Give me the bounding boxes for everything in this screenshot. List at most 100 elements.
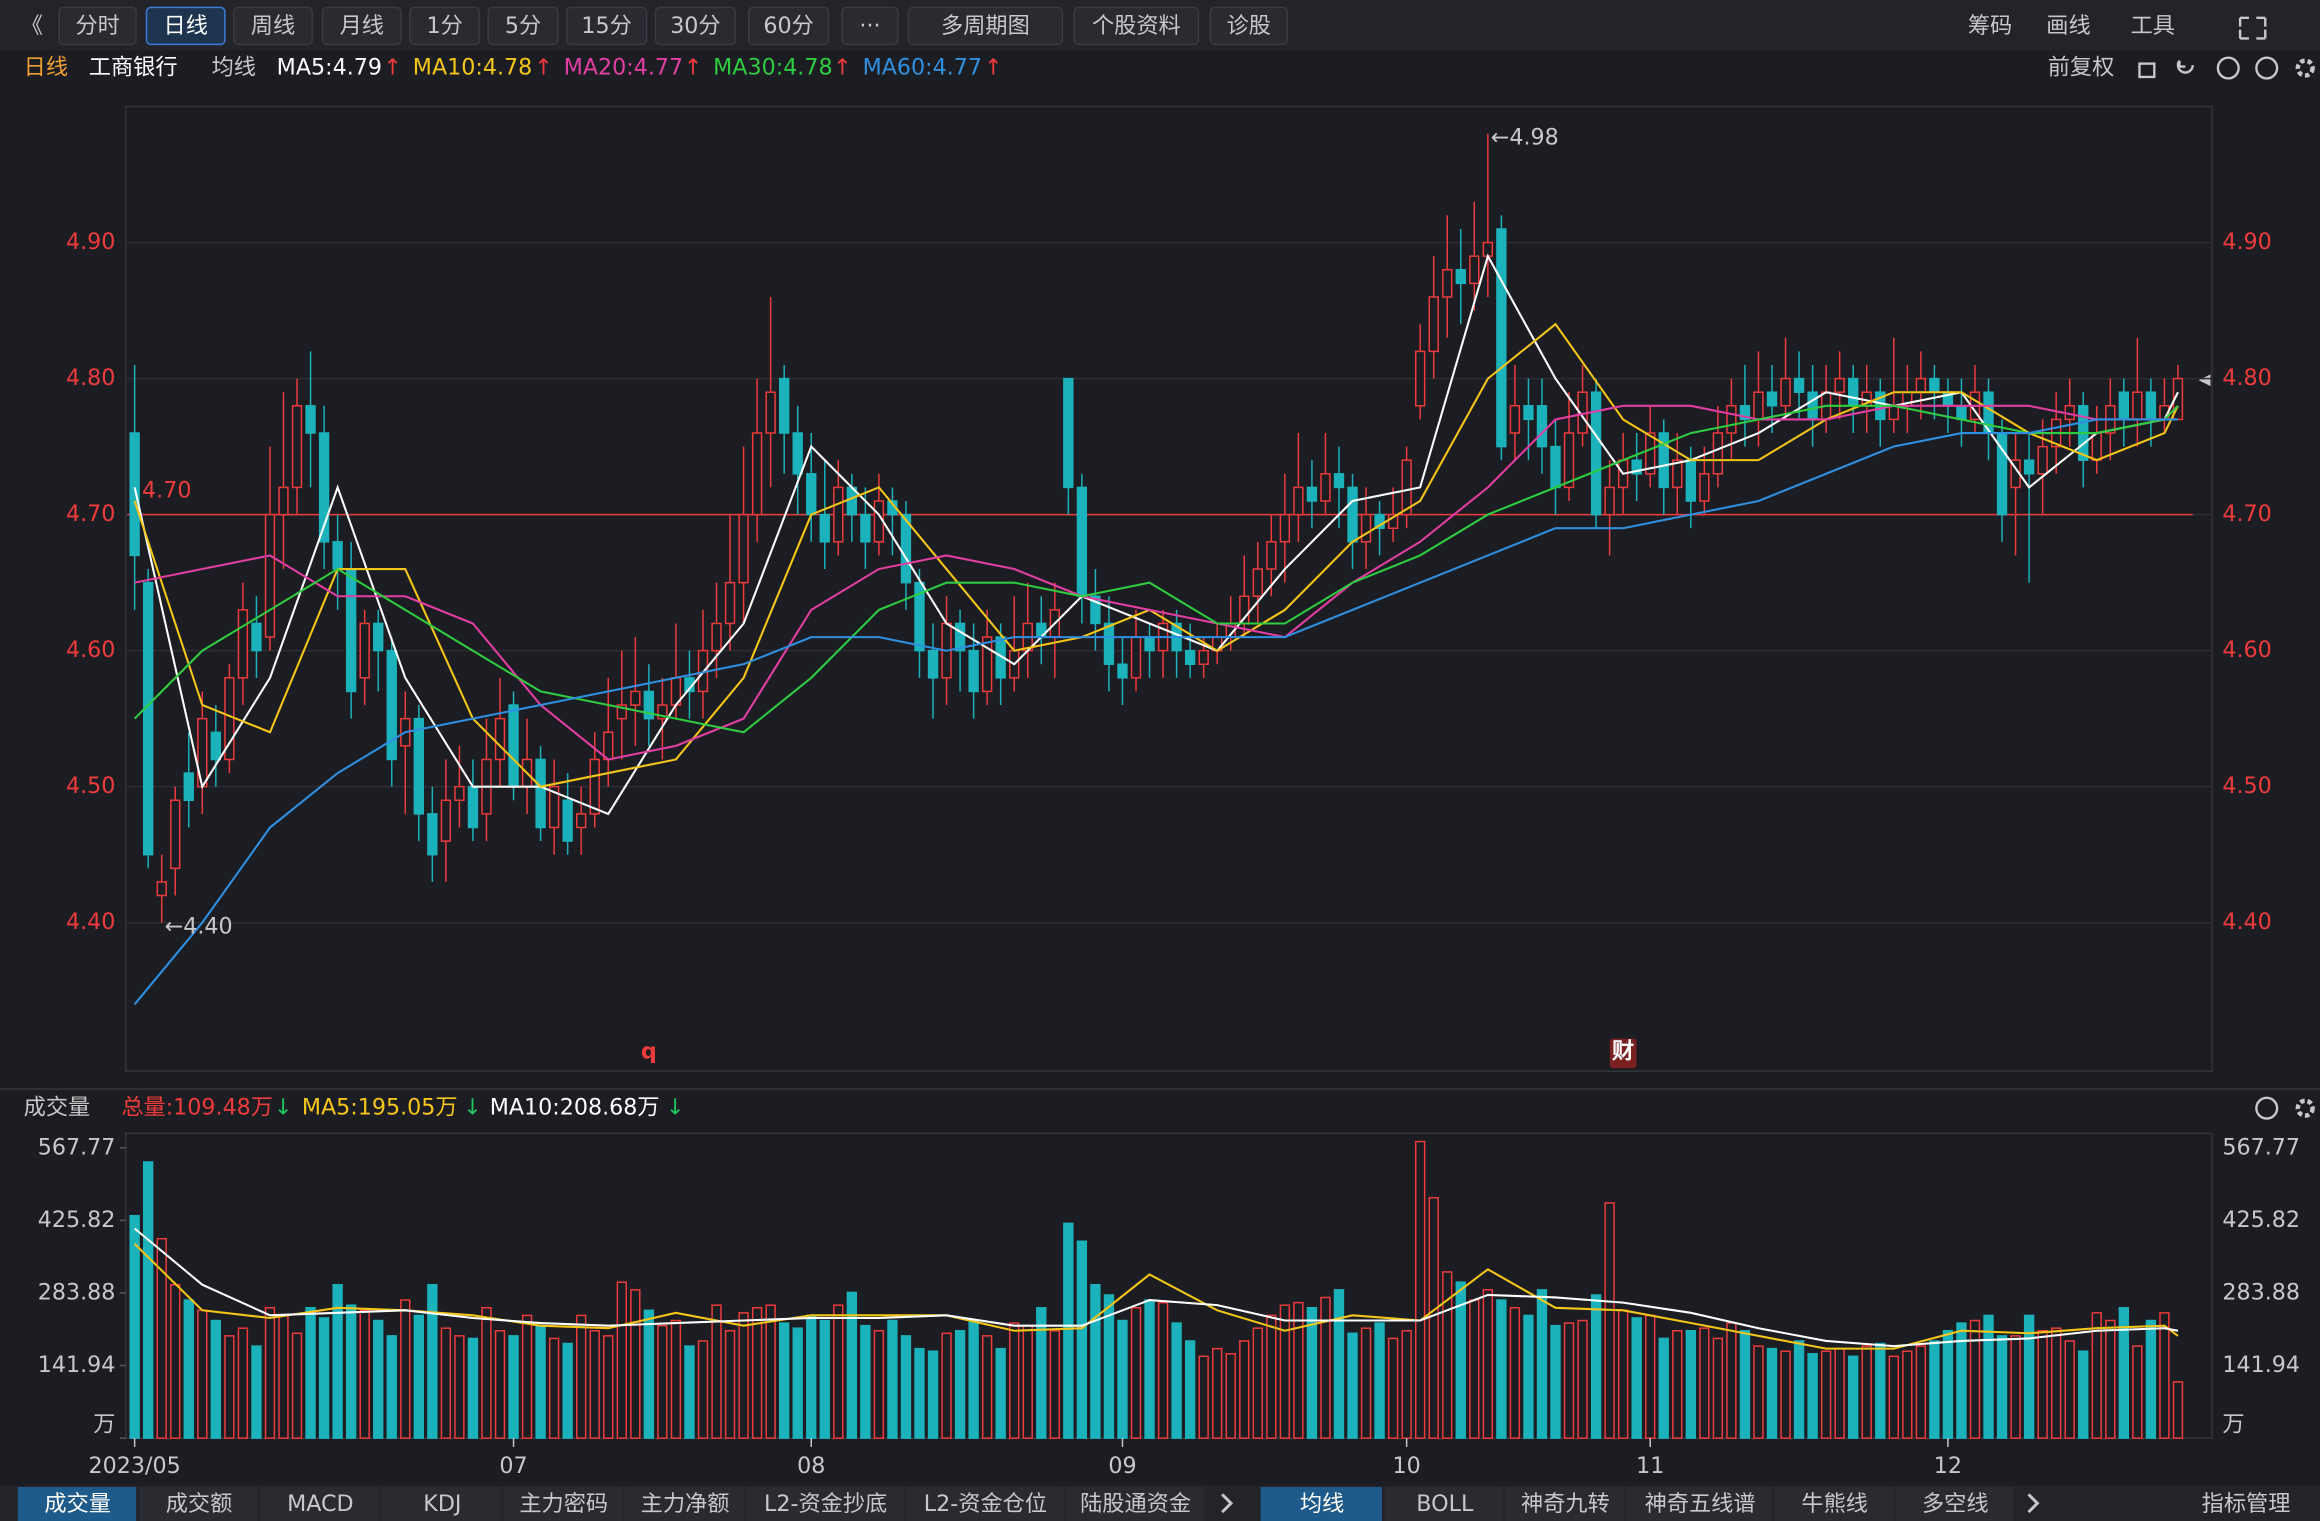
indicator-tab[interactable] [905, 1486, 1064, 1521]
volume-bar [603, 1335, 614, 1439]
fullscreen-icon[interactable] [2238, 16, 2267, 40]
indicator-tab-label[interactable]: 成交量 [44, 1491, 111, 1517]
indicator-tab-label[interactable]: MACD [287, 1491, 354, 1517]
indicator-tab[interactable] [1065, 1486, 1205, 1521]
toolbar-tab[interactable] [58, 6, 137, 46]
overlay-tab-label[interactable]: 神奇五线谱 [1645, 1491, 1756, 1517]
overlay-tab[interactable] [1895, 1486, 2014, 1521]
toolbar-tab[interactable] [1073, 6, 1200, 46]
back-button[interactable]: 《 [21, 13, 43, 39]
toolbar-tab-label[interactable]: ··· [859, 13, 880, 39]
toolbar-right-button[interactable]: 筹码 [1968, 13, 2012, 39]
indicator-tab[interactable] [381, 1486, 502, 1521]
toolbar-tab-label[interactable]: 60分 [763, 13, 813, 39]
volume-bar [1387, 1337, 1399, 1439]
volume-total-trend: ↓ [274, 1095, 293, 1121]
undo-icon[interactable] [2176, 59, 2194, 74]
candle-body [819, 513, 830, 543]
overlay-tab[interactable] [1504, 1486, 1625, 1521]
volume-bar [1063, 1222, 1074, 1439]
settings-icon[interactable] [2295, 58, 2315, 78]
toolbar-tab-label[interactable]: 分时 [75, 13, 119, 39]
indicator-tab-label[interactable]: L2-资金抄底 [764, 1491, 887, 1517]
indicator-tab-label[interactable]: 陆股通资金 [1080, 1491, 1191, 1517]
candle-body [508, 704, 519, 788]
overlay-tab[interactable] [1626, 1486, 1773, 1521]
toolbar-tab[interactable] [145, 6, 226, 46]
toolbar-tab[interactable] [321, 6, 402, 46]
candle-body [1550, 445, 1561, 489]
volume-bar [860, 1324, 871, 1439]
indicator-tab-label[interactable]: 主力净额 [641, 1491, 730, 1517]
close-icon[interactable] [2255, 1096, 2279, 1120]
legend-entry: MA20:4.77 [564, 55, 683, 81]
y-tick-label: 425.82 [38, 1207, 116, 1233]
candle-body [1117, 663, 1128, 679]
toolbar-tab-label[interactable]: 个股资料 [1092, 13, 1181, 39]
toolbar-right-button[interactable]: 工具 [2131, 13, 2175, 39]
toolbar-tab-label[interactable]: 诊股 [1227, 13, 1271, 39]
candle-body [251, 622, 262, 652]
toolbar-tab-label[interactable]: 5分 [505, 13, 541, 39]
indicator-tab[interactable] [503, 1486, 623, 1521]
indicator-tab[interactable] [260, 1486, 379, 1521]
event-marker[interactable]: 财 [1612, 1038, 1634, 1064]
zoom-out-icon[interactable] [2255, 56, 2279, 80]
volume-bar [1509, 1306, 1521, 1439]
indicator-tab-label[interactable]: KDJ [423, 1491, 461, 1517]
overlay-tab-label[interactable]: 多空线 [1922, 1491, 1989, 1517]
volume-bar [400, 1299, 411, 1439]
toolbar-tab-label[interactable]: 30分 [670, 13, 720, 39]
toolbar-tab[interactable] [654, 6, 737, 46]
indicator-tab-label[interactable]: 成交额 [166, 1491, 233, 1517]
volume-bar [1252, 1327, 1263, 1439]
toolbar-tab-label[interactable]: 日线 [164, 13, 208, 39]
volume-bar [467, 1337, 479, 1439]
settings-icon[interactable] [2295, 1098, 2315, 1118]
indicator-tab[interactable] [139, 1486, 258, 1521]
y-tick-label: 4.40 [66, 909, 115, 935]
toolbar-tab[interactable] [565, 6, 648, 46]
scroll-arrow[interactable] [1221, 1493, 1234, 1514]
indicator-tab-label[interactable]: 主力密码 [519, 1491, 608, 1517]
indicator-tab[interactable] [745, 1486, 905, 1521]
toolbar-tab-label[interactable]: 月线 [340, 13, 384, 39]
overlay-tab-label[interactable]: 均线 [1300, 1491, 1344, 1517]
toolbar-tab[interactable] [487, 6, 559, 46]
toolbar-right-button[interactable]: 画线 [2046, 13, 2090, 39]
volume-bar [1875, 1342, 1886, 1439]
overlay-tab[interactable] [1260, 1486, 1382, 1521]
toolbar-tab[interactable] [747, 6, 830, 46]
toolbar-tab-label[interactable]: 周线 [251, 13, 295, 39]
toolbar-tab[interactable] [409, 6, 481, 46]
volume-bar [778, 1322, 790, 1439]
legend-trend: ↑ [534, 55, 553, 81]
overlay-tab-label[interactable]: 牛熊线 [1801, 1491, 1868, 1517]
volume-bar [1212, 1347, 1223, 1439]
overlay-tab-label[interactable]: 神奇九转 [1521, 1491, 1610, 1517]
toolbar-tab[interactable] [907, 6, 1064, 46]
zoom-in-icon[interactable] [2216, 56, 2240, 80]
volume-bar [1374, 1322, 1385, 1439]
toolbar-tab[interactable] [1209, 6, 1288, 46]
candle-body [1401, 459, 1412, 516]
toolbar-tab[interactable] [233, 6, 313, 46]
overlay-tab-label[interactable]: BOLL [1416, 1491, 1474, 1517]
scroll-arrow[interactable] [2027, 1493, 2040, 1514]
overlay-tab[interactable] [1384, 1486, 1504, 1521]
volume-bar [1820, 1350, 1832, 1439]
indicator-tab[interactable] [17, 1486, 137, 1521]
toolbar-tab-label[interactable]: 多周期图 [941, 13, 1030, 39]
overlay-tab[interactable] [1774, 1486, 1894, 1521]
indicator-tab-label[interactable]: L2-资金仓位 [924, 1491, 1047, 1517]
toolbar-tab-label[interactable]: 15分 [581, 13, 631, 39]
lock-icon[interactable] [2138, 62, 2156, 79]
indicator-tab[interactable] [624, 1486, 745, 1521]
volume-bar [1523, 1314, 1534, 1439]
y-tick-label-right: 4.50 [2222, 773, 2271, 799]
event-marker[interactable]: q [641, 1038, 657, 1064]
indicator-manage[interactable]: 指标管理 [2202, 1491, 2291, 1517]
adjust-label[interactable]: 前复权 [2048, 55, 2115, 81]
toolbar-tab[interactable] [841, 6, 899, 46]
toolbar-tab-label[interactable]: 1分 [426, 13, 462, 39]
